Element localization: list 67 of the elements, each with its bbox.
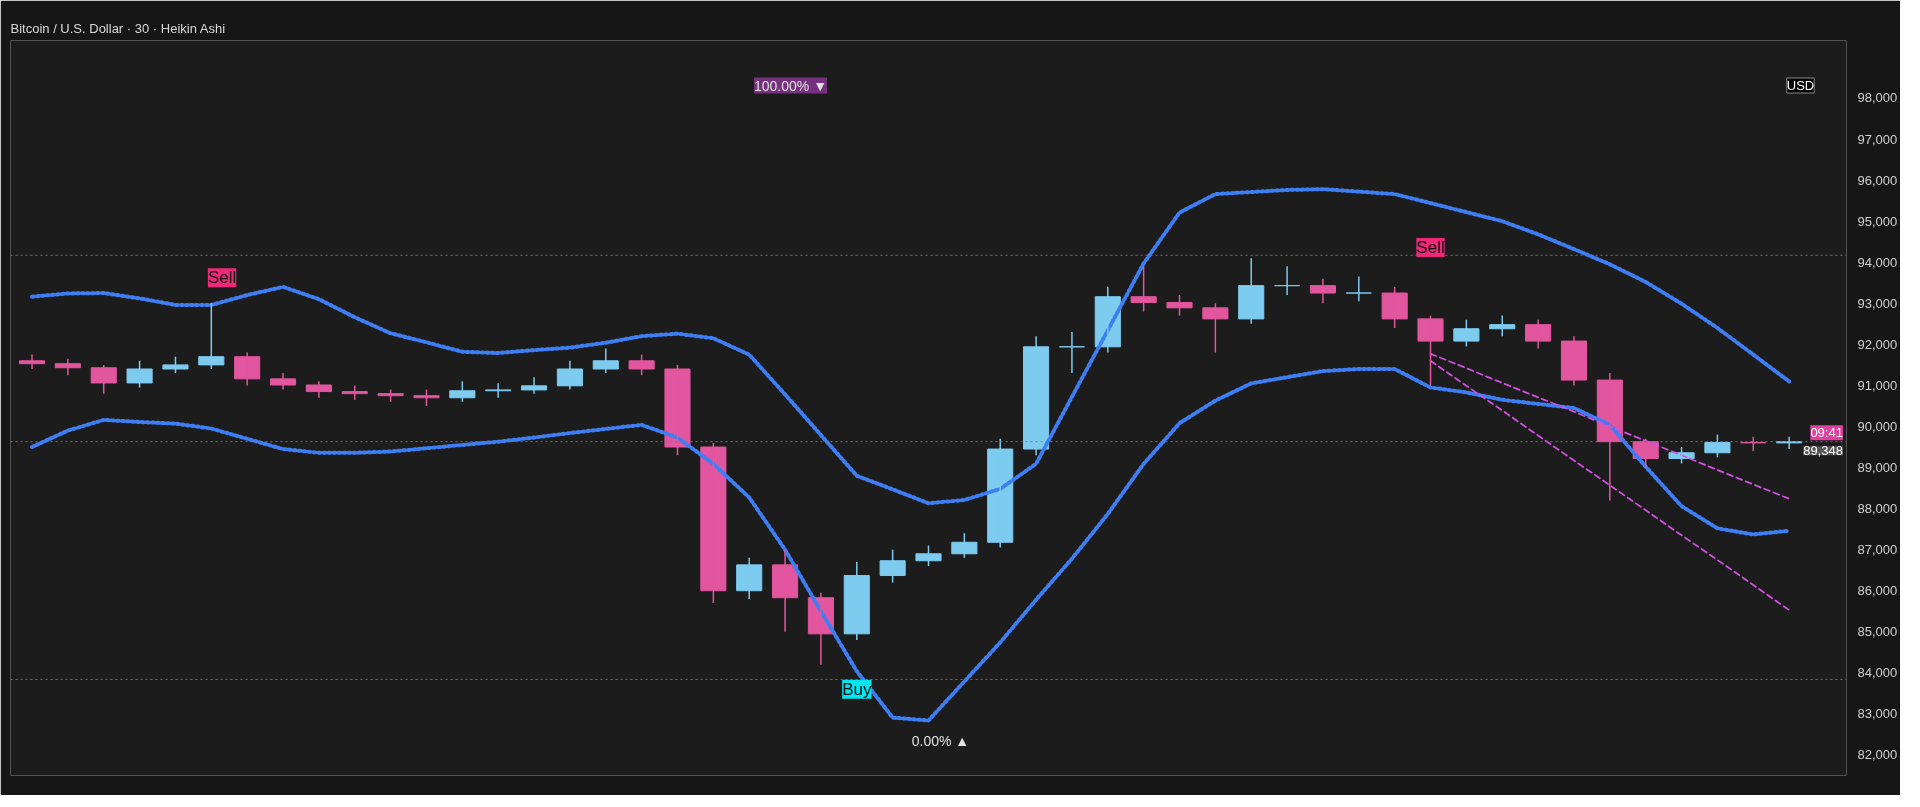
line-series [1429, 352, 1791, 500]
annotation: USD [1786, 78, 1815, 93]
y-tick-label: 92,000 [1857, 336, 1898, 352]
y-tick-label: 83,000 [1857, 706, 1898, 722]
line-series [1429, 359, 1791, 611]
annotation: Buy [842, 679, 872, 699]
y-tick-label: 87,000 [1857, 542, 1898, 558]
candlestick [126, 360, 153, 389]
y-tick-label: 82,000 [1857, 747, 1898, 763]
candlestick [700, 442, 727, 604]
annotation: 100.00% ▼ [753, 77, 828, 94]
candlestick [1525, 318, 1552, 350]
candlestick [556, 360, 583, 391]
candlestick [1489, 314, 1516, 337]
candlestick [1345, 275, 1372, 302]
y-tick-label: 95,000 [1857, 213, 1898, 229]
candlestick [1309, 277, 1336, 305]
line-series [30, 187, 1792, 506]
candlestick [1023, 335, 1050, 456]
y-tick-label: 97,000 [1857, 131, 1898, 147]
chart-title: Bitcoin / U.S. Dollar · 30 · Heikin Ashi [10, 20, 226, 36]
candlestick [1560, 335, 1588, 387]
annotation: 89,348 [1803, 443, 1843, 459]
candlestick [485, 382, 512, 399]
candlestick [18, 353, 46, 370]
candlestick [54, 357, 81, 376]
text: 09:41 [1810, 425, 1843, 441]
y-tick-label: 96,000 [1857, 172, 1898, 188]
candlestick [879, 548, 906, 584]
candlestick [521, 376, 548, 395]
candlestick [1381, 286, 1408, 329]
y-tick-label: 85,000 [1857, 624, 1898, 640]
candlestick [449, 380, 476, 403]
y-tick-label: 94,000 [1857, 254, 1898, 270]
annotation: 0.00% ▲ [911, 732, 970, 749]
candlestick [664, 364, 691, 456]
candlestick [592, 347, 619, 374]
candlestick [341, 384, 368, 401]
candlestick [951, 532, 978, 559]
y-tick-label: 88,000 [1857, 501, 1898, 517]
candlestick [1274, 265, 1301, 296]
candlestick [90, 364, 117, 395]
candlestick [1202, 302, 1229, 354]
candlestick [1130, 265, 1157, 313]
candlestick [198, 302, 225, 370]
y-tick-label: 90,000 [1857, 418, 1898, 434]
y-tick-label: 98,000 [1857, 90, 1898, 106]
y-tick-label: 91,000 [1857, 377, 1898, 393]
candlestick [305, 380, 332, 399]
y-tick-label: 89,000 [1857, 460, 1898, 476]
candlestick [1166, 294, 1193, 317]
candlestick [1238, 257, 1265, 325]
candlestick [1417, 314, 1444, 387]
candlestick [234, 351, 261, 387]
candlestick [843, 561, 870, 641]
candlestick [269, 372, 297, 391]
y-tick-label: 84,000 [1857, 665, 1898, 681]
y-tick-label: 93,000 [1857, 295, 1898, 311]
candlestick [736, 557, 763, 600]
candlestick [628, 353, 655, 376]
candlestick [1058, 331, 1085, 374]
candlestick [915, 544, 942, 567]
annotation: Sell [207, 268, 237, 288]
candlestick [1453, 318, 1480, 348]
candlestick [1704, 433, 1731, 459]
y-tick-label: 86,000 [1857, 583, 1898, 599]
annotation: Sell [1416, 237, 1445, 257]
